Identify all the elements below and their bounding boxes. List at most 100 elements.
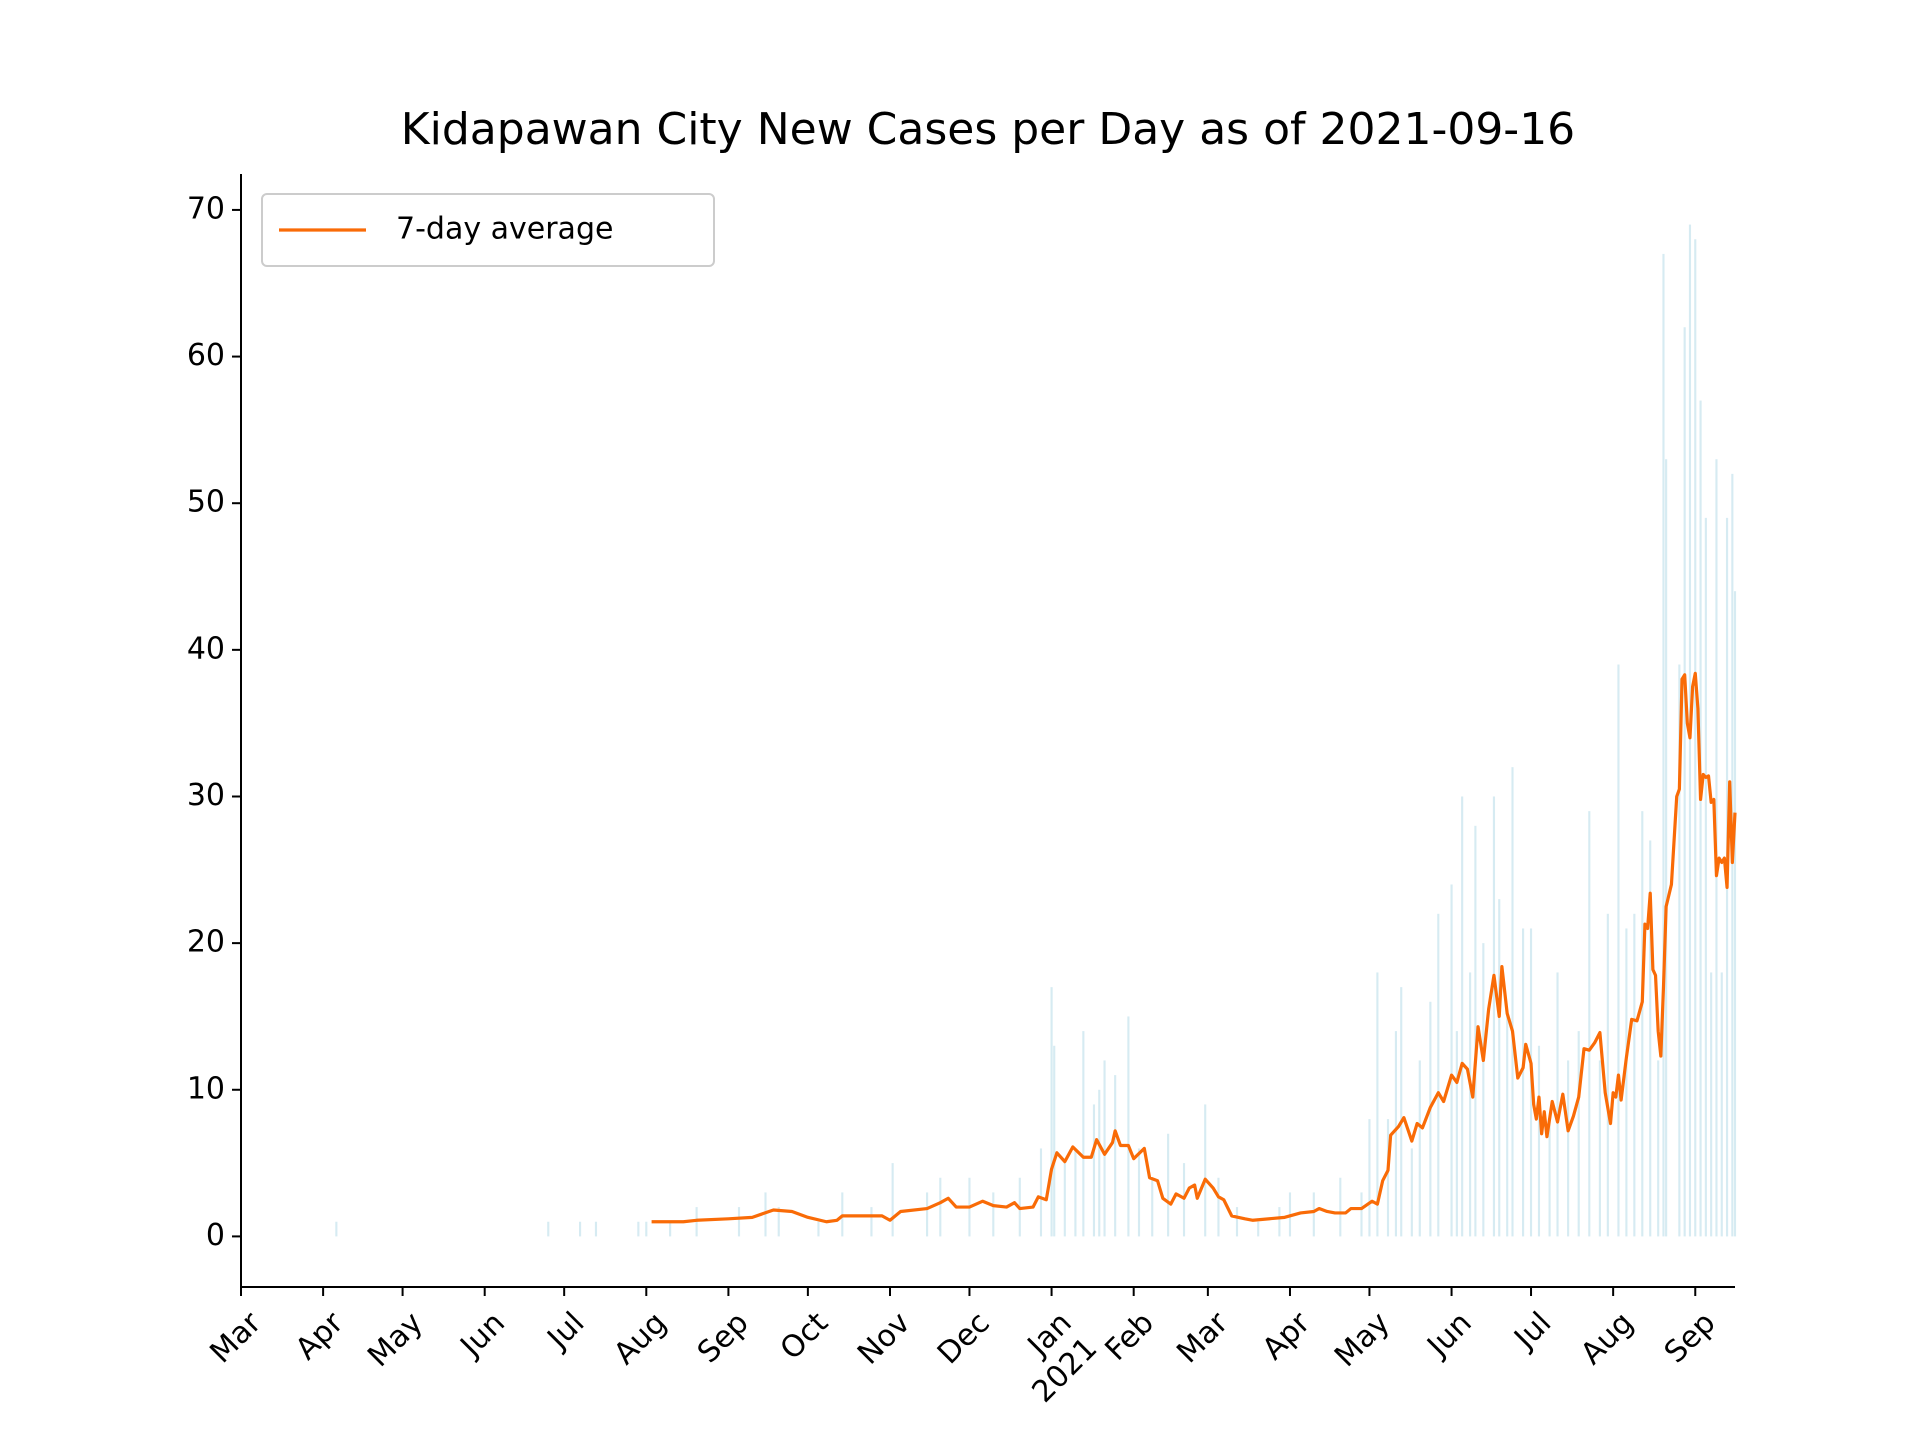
bar [870,1207,873,1237]
legend-label: 7-day average [396,212,613,247]
line [651,671,1737,1224]
bar [939,1177,942,1237]
bar [594,1221,598,1237]
bar [1360,1192,1363,1237]
bar [1450,884,1453,1237]
bar [891,1163,894,1237]
bar [777,1207,780,1237]
bar [1522,928,1525,1237]
x-tick-label: Nov [851,1305,917,1371]
bar [1683,327,1686,1237]
x-tick-label: Sep [691,1305,756,1370]
bar [1625,928,1628,1237]
bar [1694,239,1697,1237]
x-tick-label: Mar [1170,1305,1235,1370]
x-tick-label: Apr [1256,1305,1318,1367]
y-tick-label: 40 [187,631,225,666]
y-tick-label: 0 [206,1218,225,1253]
bar [1400,987,1403,1237]
x-tick-label: Oct [774,1305,836,1367]
bar [1082,1031,1085,1237]
bar [1098,1089,1101,1237]
y-tick-label: 20 [187,925,225,960]
bar [1410,1148,1413,1237]
bar [335,1221,338,1237]
legend-box [261,193,715,267]
bar [1657,1060,1660,1237]
bar [1649,840,1652,1237]
bar [1710,972,1713,1237]
bar [1588,811,1591,1237]
bar [737,1207,741,1237]
bar [645,1221,648,1237]
bar [1461,796,1464,1237]
bar [1598,1060,1601,1237]
bar [1455,1031,1458,1237]
bar [1606,913,1609,1237]
x-tick-label: Mar [203,1305,268,1370]
bar [1368,1119,1371,1237]
y-tick-label: 10 [187,1071,225,1106]
bar [1114,1075,1117,1237]
bar [1429,1001,1432,1237]
bar [1063,1163,1066,1237]
x-tick-label: Apr [289,1305,351,1367]
y-tick-label: 70 [187,191,225,226]
x-tick-label: Jul [1506,1305,1558,1357]
x-tick-label: May [1328,1305,1397,1374]
bar [1137,1148,1141,1237]
bar [637,1221,640,1237]
x-tick-label: Sep [1658,1305,1723,1370]
bar [1699,400,1702,1237]
bar [1537,1045,1541,1237]
bar [579,1221,582,1237]
bar [817,1221,820,1237]
x-tick-label: May [361,1305,430,1374]
bar [1665,459,1668,1237]
bar [1482,943,1485,1237]
x-tick-label: Feb [1099,1305,1161,1367]
bar [1511,767,1514,1237]
bar [1127,1016,1130,1237]
bar [1167,1133,1170,1237]
y-tick-label: 60 [187,338,225,373]
bar [1050,987,1053,1237]
x-tick-label: Jul [540,1305,592,1357]
x-tick-label: Aug [1574,1305,1640,1371]
bar [1617,664,1620,1237]
bar [1376,972,1379,1237]
bar [1733,591,1737,1237]
bar [1662,253,1665,1237]
bar [1278,1207,1281,1237]
x-tick-label: Jun [1419,1305,1478,1364]
x-tick-label: Aug [607,1305,673,1371]
bar [547,1221,550,1237]
bar [1204,1104,1207,1237]
bar [1548,1119,1551,1237]
bar [1074,1148,1077,1237]
bar [1394,1031,1397,1237]
bar [1704,517,1707,1237]
bar [1720,972,1723,1237]
x-tick-label: Dec [931,1305,997,1371]
bar [1506,1016,1509,1237]
bar [1312,1192,1315,1237]
y-tick-label: 30 [187,778,225,813]
x-tick-label: Jun [453,1305,512,1364]
bar [926,1192,929,1237]
bar [669,1221,672,1237]
bar [992,1192,995,1237]
bar [1092,1104,1096,1237]
bar [1577,1031,1580,1237]
bar [1633,913,1636,1237]
bar [1678,664,1681,1237]
y-tick-label: 50 [187,485,225,520]
chart-title: Kidapawan City New Cases per Day as of 2… [401,104,1575,155]
bar [1567,1060,1570,1237]
bar [1053,1045,1056,1237]
bar [1257,1221,1260,1237]
bar [1474,825,1477,1237]
bar [1103,1060,1106,1237]
